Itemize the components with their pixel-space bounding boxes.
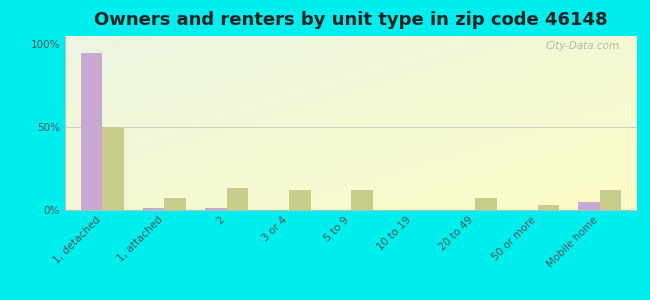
Title: Owners and renters by unit type in zip code 46148: Owners and renters by unit type in zip c… [94, 11, 608, 29]
Bar [102, 127, 124, 210]
Bar [143, 208, 164, 210]
Bar [351, 190, 372, 210]
Bar [81, 52, 102, 210]
Bar [205, 208, 227, 210]
Bar [475, 198, 497, 210]
Bar [538, 205, 559, 210]
Bar [600, 190, 621, 210]
Bar [227, 188, 248, 210]
Bar [289, 190, 311, 210]
Bar [164, 198, 187, 210]
Bar [578, 202, 600, 210]
Text: City-Data.com: City-Data.com [546, 41, 620, 51]
